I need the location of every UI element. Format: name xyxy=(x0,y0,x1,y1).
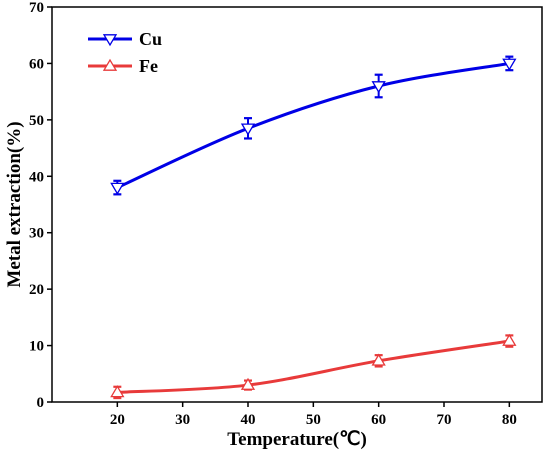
x-tick-label: 80 xyxy=(502,412,517,428)
y-axis-title: Metal extraction(%) xyxy=(4,121,25,287)
plot-frame xyxy=(51,6,543,403)
y-tick-label: 40 xyxy=(29,169,44,185)
x-tick-label: 60 xyxy=(371,412,386,428)
legend-marker xyxy=(102,58,118,71)
x-tick-label: 50 xyxy=(306,412,321,428)
x-axis: 20 30 40 50 60 70 80 xyxy=(110,402,517,428)
data-point xyxy=(110,385,125,398)
y-tick-label: 60 xyxy=(29,56,44,72)
series-layer xyxy=(110,55,517,400)
data-point xyxy=(502,333,517,346)
series-line-fe xyxy=(117,339,510,394)
x-tick-label: 30 xyxy=(175,412,190,428)
x-axis-title: Temperature(℃) xyxy=(227,429,367,450)
y-tick-label: 30 xyxy=(29,226,44,242)
legend-label: Fe xyxy=(139,56,158,76)
y-axis: 0 10 20 30 40 50 60 70 xyxy=(29,0,52,411)
y-tick-label: 0 xyxy=(37,395,45,411)
y-tick-label: 10 xyxy=(29,339,44,355)
data-point xyxy=(240,123,256,136)
legend-marker xyxy=(102,34,118,47)
legend: Cu Fe xyxy=(88,29,162,76)
series-cu xyxy=(110,55,517,196)
data-point xyxy=(371,81,386,94)
series-line-cu xyxy=(116,61,510,189)
x-tick-label: 70 xyxy=(437,412,452,428)
series-fe xyxy=(110,333,517,400)
x-tick-label: 20 xyxy=(110,412,125,428)
y-tick-label: 70 xyxy=(29,0,44,16)
data-point xyxy=(110,182,125,195)
y-tick-label: 50 xyxy=(29,113,44,129)
data-point xyxy=(240,377,256,390)
legend-label: Cu xyxy=(139,29,162,49)
y-tick-label: 20 xyxy=(29,282,44,298)
x-tick-label: 40 xyxy=(241,412,256,428)
data-point xyxy=(502,58,517,71)
data-point xyxy=(371,353,386,366)
